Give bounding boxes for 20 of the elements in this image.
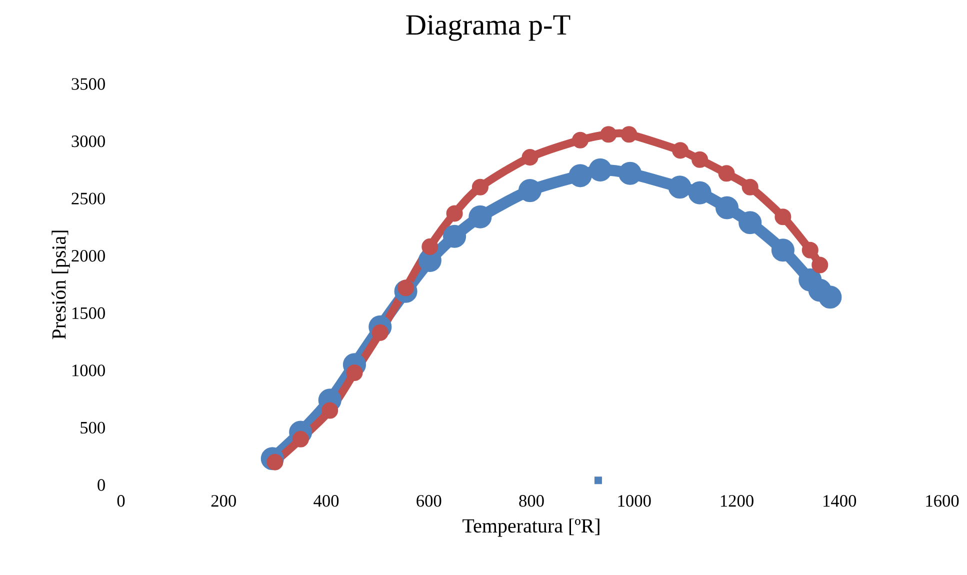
y-tick-label: 500 (80, 422, 105, 434)
y-axis-title: Presión [psia] (52, 230, 70, 340)
y-tick-label: 1000 (72, 364, 105, 376)
x-tick-label: 200 (211, 495, 236, 507)
x-tick-label: 600 (416, 495, 442, 507)
x-tick-label: 0 (117, 495, 125, 507)
x-axis-title: Temperatura [ºR] (462, 518, 600, 537)
x-tick-label: 400 (314, 495, 339, 507)
x-tick-label: 1000 (618, 495, 651, 507)
x-tick-label: 1400 (824, 495, 856, 507)
x-tick-label: 1600 (926, 495, 959, 507)
x-tick-label: 800 (519, 495, 544, 507)
y-tick-label: 0 (98, 479, 105, 491)
chart-title: Diagrama p-T (406, 15, 570, 41)
y-tick-label: 3000 (72, 135, 105, 148)
y-tick-label: 2500 (72, 192, 105, 204)
y-tick-label: 1500 (72, 307, 105, 319)
y-tick-label: 2000 (72, 250, 105, 262)
x-tick-label: 1200 (720, 495, 754, 507)
y-tick-label: 3500 (72, 78, 105, 90)
